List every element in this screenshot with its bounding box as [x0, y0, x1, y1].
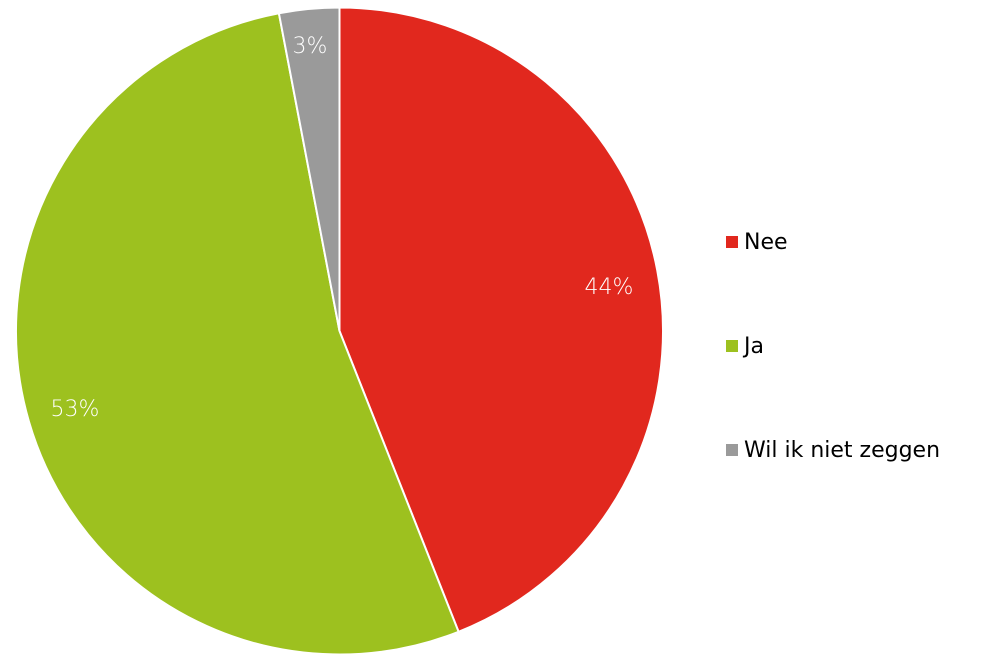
pie-slice-nee	[338, 6, 664, 634]
legend-swatch-wil-ik-niet-zeggen	[726, 444, 738, 456]
chart-legend: Nee Ja Wil ik niet zeggen	[726, 222, 986, 470]
data-label-wil-ik-niet-zeggen: 3%	[293, 34, 328, 59]
legend-item-ja: Ja	[726, 326, 986, 366]
legend-swatch-ja	[726, 340, 738, 352]
data-label-nee: 44%	[585, 275, 634, 300]
legend-item-wil-ik-niet-zeggen: Wil ik niet zeggen	[726, 430, 986, 470]
legend-label-nee: Nee	[744, 229, 788, 255]
legend-item-nee: Nee	[726, 222, 986, 262]
pie-slice-ja	[15, 12, 460, 654]
pie-slice-wil-ik-niet-zeggen	[277, 6, 341, 332]
legend-label-ja: Ja	[744, 333, 764, 359]
data-label-ja: 53%	[51, 397, 100, 422]
legend-label-wil-ik-niet-zeggen: Wil ik niet zeggen	[744, 437, 941, 463]
legend-swatch-nee	[726, 236, 738, 248]
